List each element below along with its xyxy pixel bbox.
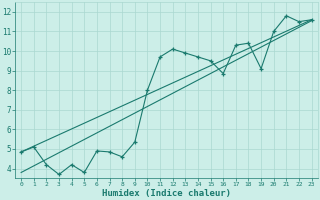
- X-axis label: Humidex (Indice chaleur): Humidex (Indice chaleur): [102, 189, 231, 198]
